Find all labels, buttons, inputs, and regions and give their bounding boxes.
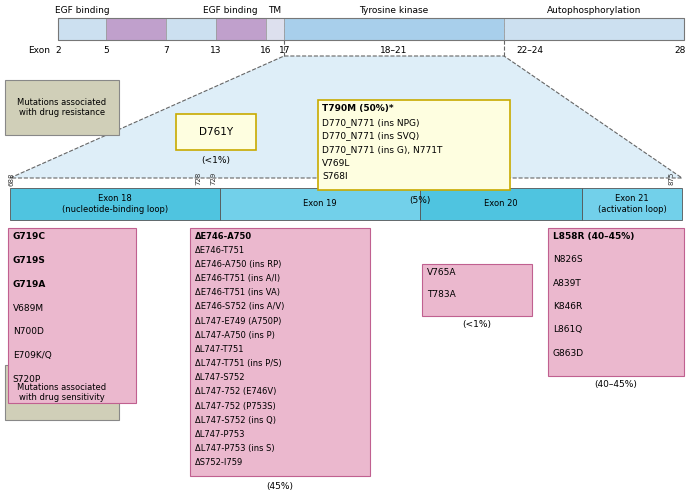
Text: D761Y: D761Y bbox=[199, 127, 233, 137]
Text: ΔL747-S752 (ins Q): ΔL747-S752 (ins Q) bbox=[195, 416, 276, 425]
Text: G719A: G719A bbox=[13, 280, 46, 289]
Text: EGF binding: EGF binding bbox=[55, 6, 109, 15]
Text: 728: 728 bbox=[195, 172, 201, 185]
Text: 729: 729 bbox=[210, 172, 216, 185]
Text: G719C: G719C bbox=[13, 231, 46, 240]
Bar bbox=[166, 18, 216, 40]
Bar bbox=[548, 228, 684, 376]
Text: Tyrosine kinase: Tyrosine kinase bbox=[359, 6, 428, 15]
Text: 762: 762 bbox=[355, 172, 361, 185]
Text: 28: 28 bbox=[674, 46, 686, 55]
Text: ΔL747-P753 (ins S): ΔL747-P753 (ins S) bbox=[195, 444, 275, 453]
Text: D770_N771 (ins G), N771T: D770_N771 (ins G), N771T bbox=[322, 145, 442, 154]
Text: S768I: S768I bbox=[322, 172, 348, 181]
Text: (<1%): (<1%) bbox=[201, 156, 230, 165]
Text: Mutations associated
with drug resistance: Mutations associated with drug resistanc… bbox=[17, 98, 107, 117]
Bar bbox=[5, 365, 119, 420]
Text: Exon 19: Exon 19 bbox=[303, 199, 337, 208]
Text: L858R (40–45%): L858R (40–45%) bbox=[553, 231, 635, 240]
Bar bbox=[106, 18, 166, 40]
Text: (<1%): (<1%) bbox=[462, 320, 491, 329]
Text: V765A: V765A bbox=[427, 268, 456, 277]
Text: 22–24: 22–24 bbox=[516, 46, 543, 55]
Bar bbox=[422, 264, 532, 316]
Text: 7: 7 bbox=[163, 46, 169, 55]
Text: V769L: V769L bbox=[322, 159, 351, 168]
Bar bbox=[582, 188, 682, 220]
Bar bbox=[58, 18, 684, 40]
Text: (40–45%): (40–45%) bbox=[594, 380, 637, 389]
Bar bbox=[216, 18, 266, 40]
Text: 875: 875 bbox=[669, 172, 675, 185]
Text: (5%): (5%) bbox=[409, 196, 430, 205]
Text: Exon: Exon bbox=[28, 46, 50, 55]
Text: 2: 2 bbox=[55, 46, 61, 55]
Text: 17: 17 bbox=[280, 46, 291, 55]
Bar bbox=[284, 18, 504, 40]
Bar bbox=[266, 18, 284, 40]
Text: 761: 761 bbox=[340, 172, 346, 185]
Text: Autophosphorylation: Autophosphorylation bbox=[547, 6, 641, 15]
Bar bbox=[420, 188, 582, 220]
Text: ΔL747-T751 (ins P/S): ΔL747-T751 (ins P/S) bbox=[195, 359, 282, 368]
Text: 16: 16 bbox=[260, 46, 272, 55]
Bar bbox=[504, 18, 684, 40]
Text: TM: TM bbox=[268, 6, 282, 15]
Text: ΔL747-A750 (ins P): ΔL747-A750 (ins P) bbox=[195, 331, 275, 340]
Text: ΔE746-A750 (ins RP): ΔE746-A750 (ins RP) bbox=[195, 260, 281, 269]
Text: D770_N771 (ins NPG): D770_N771 (ins NPG) bbox=[322, 118, 419, 127]
Text: ΔS752-I759: ΔS752-I759 bbox=[195, 458, 243, 467]
Text: Exon 20: Exon 20 bbox=[484, 199, 518, 208]
Bar bbox=[176, 114, 256, 150]
Text: 823: 823 bbox=[488, 172, 494, 185]
Text: ΔE746-T751: ΔE746-T751 bbox=[195, 245, 245, 255]
Text: Exon 21
(activation loop): Exon 21 (activation loop) bbox=[598, 194, 666, 214]
Text: G863D: G863D bbox=[553, 349, 584, 358]
Text: ΔE746-S752 (ins A/V): ΔE746-S752 (ins A/V) bbox=[195, 303, 284, 312]
Text: V689M: V689M bbox=[13, 304, 44, 313]
Text: ΔE746-T751 (ins A/I): ΔE746-T751 (ins A/I) bbox=[195, 274, 280, 283]
Text: ΔL747-T751: ΔL747-T751 bbox=[195, 345, 244, 354]
Polygon shape bbox=[10, 56, 682, 178]
Text: N826S: N826S bbox=[553, 255, 583, 264]
Text: A839T: A839T bbox=[553, 279, 581, 288]
Text: ΔL747-752 (E746V): ΔL747-752 (E746V) bbox=[195, 387, 276, 396]
Text: Mutations associated
with drug sensitivity: Mutations associated with drug sensitivi… bbox=[17, 383, 107, 402]
Text: (5%): (5%) bbox=[62, 408, 82, 417]
Text: ΔL747-E749 (A750P): ΔL747-E749 (A750P) bbox=[195, 317, 281, 326]
Text: ΔL747-S752: ΔL747-S752 bbox=[195, 373, 246, 382]
Text: 18–21: 18–21 bbox=[381, 46, 408, 55]
Text: 13: 13 bbox=[210, 46, 221, 55]
Text: L861Q: L861Q bbox=[553, 326, 582, 335]
Text: ΔE746-T751 (ins VA): ΔE746-T751 (ins VA) bbox=[195, 288, 280, 297]
Text: Exon 18
(nucleotide-binding loop): Exon 18 (nucleotide-binding loop) bbox=[62, 194, 168, 214]
Text: EGF binding: EGF binding bbox=[203, 6, 257, 15]
Bar bbox=[220, 188, 420, 220]
Text: D770_N771 (ins SVQ): D770_N771 (ins SVQ) bbox=[322, 131, 419, 140]
Text: S720P: S720P bbox=[13, 375, 41, 384]
Bar bbox=[58, 18, 106, 40]
Text: 5: 5 bbox=[103, 46, 109, 55]
Text: T783A: T783A bbox=[427, 290, 455, 299]
Text: K846R: K846R bbox=[553, 302, 582, 311]
Bar bbox=[5, 80, 119, 135]
Text: ΔL747-P753: ΔL747-P753 bbox=[195, 430, 246, 439]
Text: 824: 824 bbox=[503, 172, 509, 185]
Text: E709K/Q: E709K/Q bbox=[13, 352, 52, 361]
Text: T790M (50%)*: T790M (50%)* bbox=[322, 104, 394, 113]
Text: (45%): (45%) bbox=[266, 482, 293, 491]
Bar bbox=[8, 228, 136, 403]
Bar bbox=[10, 188, 220, 220]
Text: ΔE746-A750: ΔE746-A750 bbox=[195, 231, 252, 240]
Text: G719S: G719S bbox=[13, 256, 46, 265]
Text: 688: 688 bbox=[9, 172, 15, 185]
Text: N700D: N700D bbox=[13, 328, 44, 337]
Text: ΔL747-752 (P753S): ΔL747-752 (P753S) bbox=[195, 402, 275, 411]
Bar bbox=[318, 100, 510, 190]
Bar bbox=[190, 228, 370, 476]
